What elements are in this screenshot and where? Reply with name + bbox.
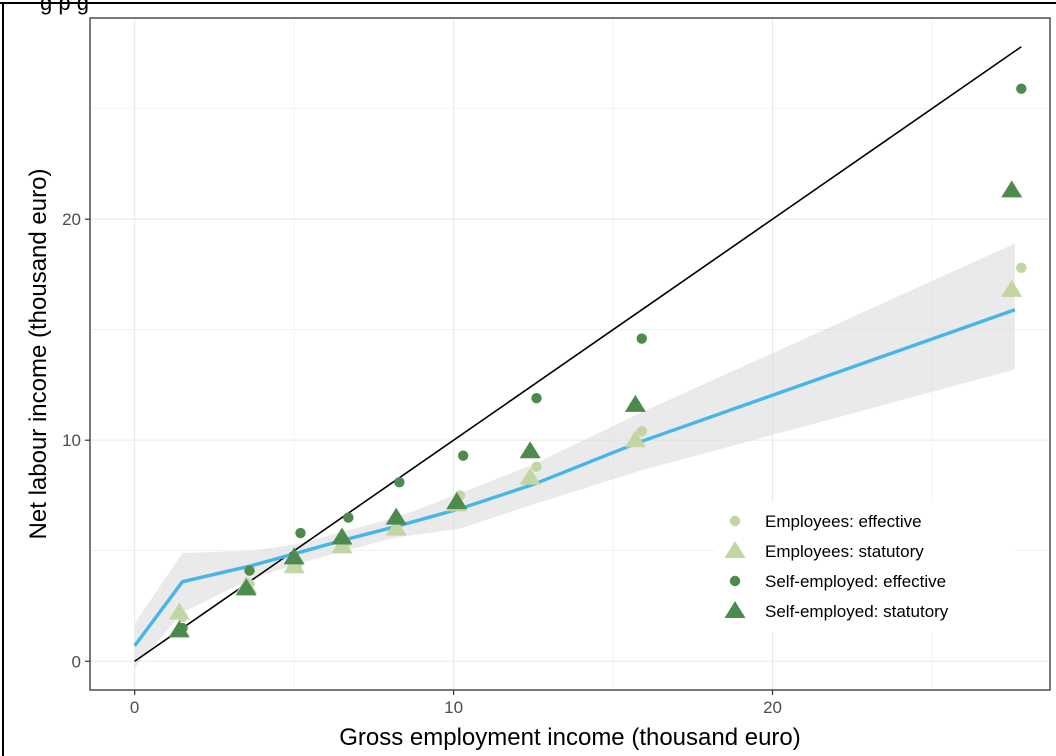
point-self-employed-effective	[177, 622, 188, 634]
smooth-fit	[133, 308, 1016, 647]
x-axis-title: Gross employment income (thousand euro)	[339, 724, 801, 751]
point-self-employed-statutory	[624, 394, 646, 412]
plot-panel-border	[89, 17, 1051, 691]
point-self-employed-statutory	[235, 578, 257, 596]
legend-label: Employees: statutory	[765, 542, 924, 561]
cropped-header-text: g p g	[40, 0, 89, 15]
point-self-employed-effective	[244, 565, 255, 576]
legend-key	[724, 601, 746, 618]
legend-key	[724, 541, 746, 558]
y-tick-label: 10	[62, 431, 81, 450]
y-axis-ticks: 0 10 20	[62, 210, 90, 671]
x-tick-label: 10	[444, 698, 463, 717]
legend-key	[729, 575, 741, 587]
y-axis-title: Net labour income (thousand euro)	[25, 169, 52, 540]
legend-label: Self-employed: statutory	[765, 602, 949, 621]
point-self-employed-statutory	[331, 527, 353, 545]
point-self-employed-statutory	[283, 547, 305, 565]
point-self-employed-effective	[295, 527, 306, 539]
legend-key	[729, 515, 741, 527]
point-self-employed-effective	[531, 393, 542, 404]
legend: Employees: effective Employees: statutory…	[715, 502, 1015, 632]
point-self-employed-effective	[457, 450, 469, 461]
x-tick-label: 0	[130, 698, 139, 717]
confidence-band	[134, 243, 1015, 668]
point-employees-effective	[531, 461, 542, 472]
top-strip: g p g	[0, 0, 1056, 15]
reference-line-45deg	[134, 46, 1022, 662]
data-points	[168, 83, 1027, 638]
smooth-fit-line	[133, 308, 1016, 647]
y-tick-label: 0	[72, 652, 81, 671]
point-employees-statutory	[624, 430, 646, 448]
point-self-employed-statutory	[385, 507, 407, 525]
point-self-employed-effective	[394, 477, 405, 488]
x-tick-label: 20	[763, 698, 782, 717]
y-tick-label: 20	[62, 210, 81, 229]
x-axis-ticks: 0 10 20	[130, 690, 782, 717]
point-self-employed-statutory	[519, 441, 541, 459]
legend-label: Self-employed: effective	[765, 572, 946, 591]
point-employees-effective	[177, 611, 188, 623]
reference-line	[134, 46, 1022, 662]
point-employees-statutory	[1001, 279, 1023, 297]
point-self-employed-effective	[636, 333, 647, 344]
point-self-employed-effective	[343, 512, 354, 523]
point-employees-statutory	[519, 467, 541, 485]
point-self-employed-statutory	[446, 492, 468, 510]
point-employees-effective	[1016, 262, 1027, 273]
legend-background	[715, 502, 1015, 632]
point-employees-effective	[390, 523, 402, 534]
confidence-band-area	[134, 243, 1015, 668]
point-employees-effective	[636, 426, 647, 437]
point-self-employed-effective	[1016, 83, 1027, 94]
legend-label: Employees: effective	[765, 512, 922, 531]
point-self-employed-statutory	[1001, 180, 1023, 198]
